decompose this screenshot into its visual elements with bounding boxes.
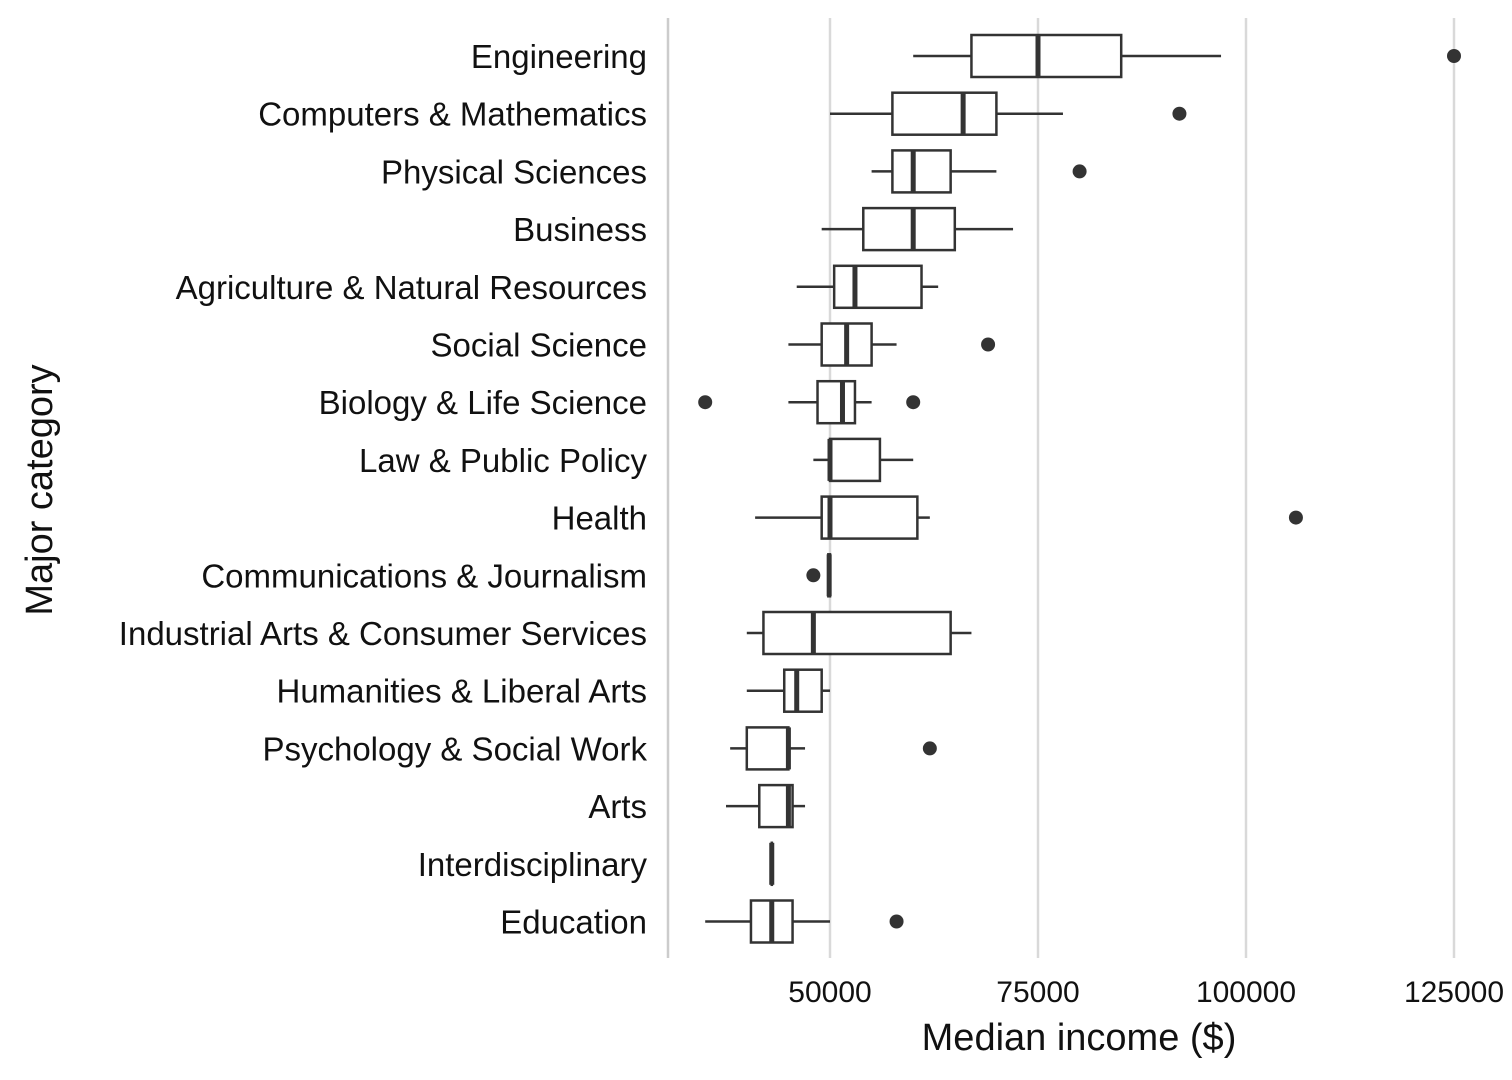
category-label: Industrial Arts & Consumer Services (119, 615, 647, 652)
category-label: Communications & Journalism (201, 557, 647, 594)
box (820, 495, 919, 540)
box (862, 206, 957, 252)
box (828, 437, 882, 483)
box (891, 149, 952, 194)
category-label: Biology & Life Science (319, 384, 647, 421)
category-label: Engineering (471, 38, 647, 75)
box (745, 726, 790, 771)
category-label: Education (500, 904, 647, 941)
boxplot-12 (730, 726, 937, 771)
boxplot-11 (746, 668, 830, 713)
category-label: Social Science (431, 327, 647, 364)
grid-lines (828, 18, 1456, 958)
category-label: Physical Sciences (381, 153, 647, 190)
category-label: Psychology & Social Work (262, 730, 647, 767)
box (782, 668, 823, 713)
category-label: Arts (588, 788, 647, 825)
category-label: Business (513, 211, 647, 248)
x-tick-label: 100000 (1196, 976, 1296, 1009)
outlier-point (1172, 106, 1187, 121)
box (970, 33, 1123, 79)
boxplot-0 (913, 33, 1461, 79)
outlier-point (922, 741, 937, 756)
box (891, 91, 998, 136)
boxplot-13 (726, 783, 806, 829)
y-tick-labels: Engineering Computers & Mathematics Physic… (119, 38, 648, 941)
category-label: Agriculture & Natural Resources (176, 269, 647, 306)
boxplot-7 (813, 437, 914, 483)
boxplot-9 (806, 553, 832, 598)
x-tick-label: 75000 (996, 976, 1079, 1009)
x-axis-title: Median income ($) (922, 1017, 1237, 1059)
x-tick-label: 125000 (1404, 976, 1504, 1009)
category-label: Health (552, 500, 647, 537)
outlier-point (1447, 49, 1461, 63)
x-tick-labels: 50000 75000 100000 125000 (788, 976, 1504, 1009)
category-label: Computers & Mathematics (258, 96, 647, 133)
boxplot-1 (830, 91, 1187, 136)
boxplot-3 (821, 206, 1014, 252)
outlier-point (889, 914, 904, 929)
boxplots (698, 33, 1461, 944)
boxplot-8 (755, 495, 1303, 540)
x-tick-label: 50000 (788, 976, 871, 1009)
outlier-point (1072, 164, 1087, 179)
box (762, 610, 952, 656)
outlier-point (806, 568, 821, 583)
category-label: Law & Public Policy (359, 442, 647, 479)
boxplot-6 (698, 379, 921, 425)
box (816, 379, 857, 425)
y-axis-title: Major category (19, 364, 61, 615)
outlier-point (981, 337, 996, 352)
outlier-point (1288, 510, 1303, 525)
category-label: Humanities & Liberal Arts (277, 673, 648, 710)
box (832, 264, 923, 310)
boxplot-15 (705, 899, 904, 944)
category-label: Interdisciplinary (418, 846, 648, 883)
outlier-point (906, 395, 921, 410)
boxplot-2 (871, 149, 1087, 194)
outlier-point (698, 395, 713, 410)
boxplot-5 (788, 322, 996, 367)
boxplot-10 (746, 610, 972, 656)
boxplot-4 (796, 264, 939, 310)
